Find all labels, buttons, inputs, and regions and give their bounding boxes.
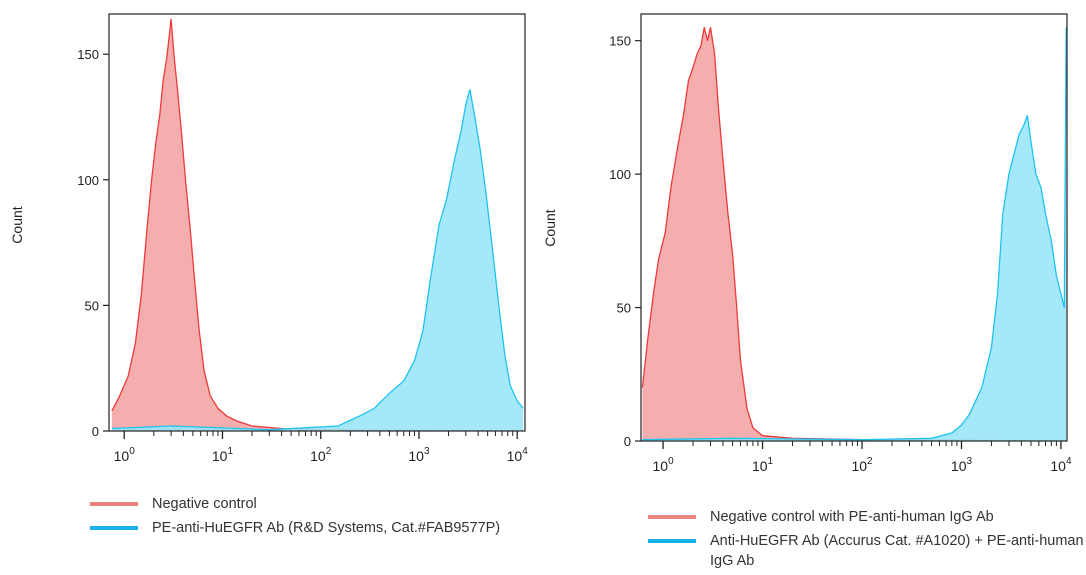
series-line-1 bbox=[111, 18, 518, 431]
legend-right: Negative control with PE-anti-human IgG … bbox=[648, 507, 1086, 575]
y-tick-label: 100 bbox=[609, 167, 631, 182]
x-tick-label: 102 bbox=[310, 446, 332, 464]
x-tick-label: 102 bbox=[851, 456, 873, 474]
series-area-2 bbox=[111, 89, 524, 431]
legend-item: PE-anti-HuEGFR Ab (R&D Systems, Cat.#FAB… bbox=[90, 518, 560, 538]
series-area-2 bbox=[642, 27, 1067, 441]
legend-left: Negative control PE-anti-HuEGFR Ab (R&D … bbox=[90, 494, 560, 542]
y-axis-label: Count bbox=[542, 209, 558, 246]
y-tick-label: 150 bbox=[77, 47, 99, 62]
legend-item: Negative control bbox=[90, 494, 560, 514]
x-tick-label: 103 bbox=[951, 456, 973, 474]
chart-panel-1: 0 50 100 150 100 101 102 103 104 Count bbox=[9, 13, 529, 464]
chart-panel-2: 0 50 100 150 100 101 102 103 104 Count bbox=[542, 13, 1072, 474]
x-tick-label: 103 bbox=[408, 446, 430, 464]
legend-label: Negative control with PE-anti-human IgG … bbox=[710, 509, 994, 525]
y-tick-label: 50 bbox=[617, 301, 631, 316]
x-tick-label: 104 bbox=[507, 446, 529, 464]
y-tick-label: 0 bbox=[624, 434, 631, 449]
series-line-1 bbox=[641, 27, 1066, 441]
legend-swatch bbox=[648, 539, 696, 543]
x-tick-label: 104 bbox=[1050, 456, 1072, 474]
x-tick-label: 100 bbox=[114, 446, 136, 464]
legend-item: Negative control with PE-anti-human IgG … bbox=[648, 507, 1086, 527]
legend-swatch bbox=[90, 502, 138, 506]
plot-frame bbox=[108, 13, 526, 432]
legend-swatch bbox=[648, 515, 696, 519]
legend-swatch bbox=[90, 526, 138, 530]
legend-label: Negative control bbox=[152, 496, 257, 512]
legend-label: PE-anti-HuEGFR Ab (R&D Systems, Cat.#FAB… bbox=[152, 520, 501, 536]
plot-frame bbox=[640, 13, 1068, 442]
y-tick-label: 150 bbox=[609, 34, 631, 49]
series-line-2 bbox=[111, 89, 524, 431]
x-tick-label: 101 bbox=[752, 456, 774, 474]
x-tick-label: 100 bbox=[652, 456, 674, 474]
series-area-1 bbox=[642, 27, 1066, 441]
legend-item: Anti-HuEGFR Ab (Accurus Cat. #A1020) + P… bbox=[648, 531, 1086, 571]
series-area-1 bbox=[111, 19, 518, 431]
legend-label: Anti-HuEGFR Ab (Accurus Cat. #A1020) + P… bbox=[710, 533, 1084, 569]
y-tick-label: 100 bbox=[77, 173, 99, 188]
y-tick-label: 50 bbox=[85, 298, 99, 313]
y-tick-label: 0 bbox=[92, 424, 99, 439]
x-tick-label: 101 bbox=[212, 446, 234, 464]
series-line-2 bbox=[642, 27, 1067, 441]
y-axis-label: Count bbox=[9, 206, 25, 243]
